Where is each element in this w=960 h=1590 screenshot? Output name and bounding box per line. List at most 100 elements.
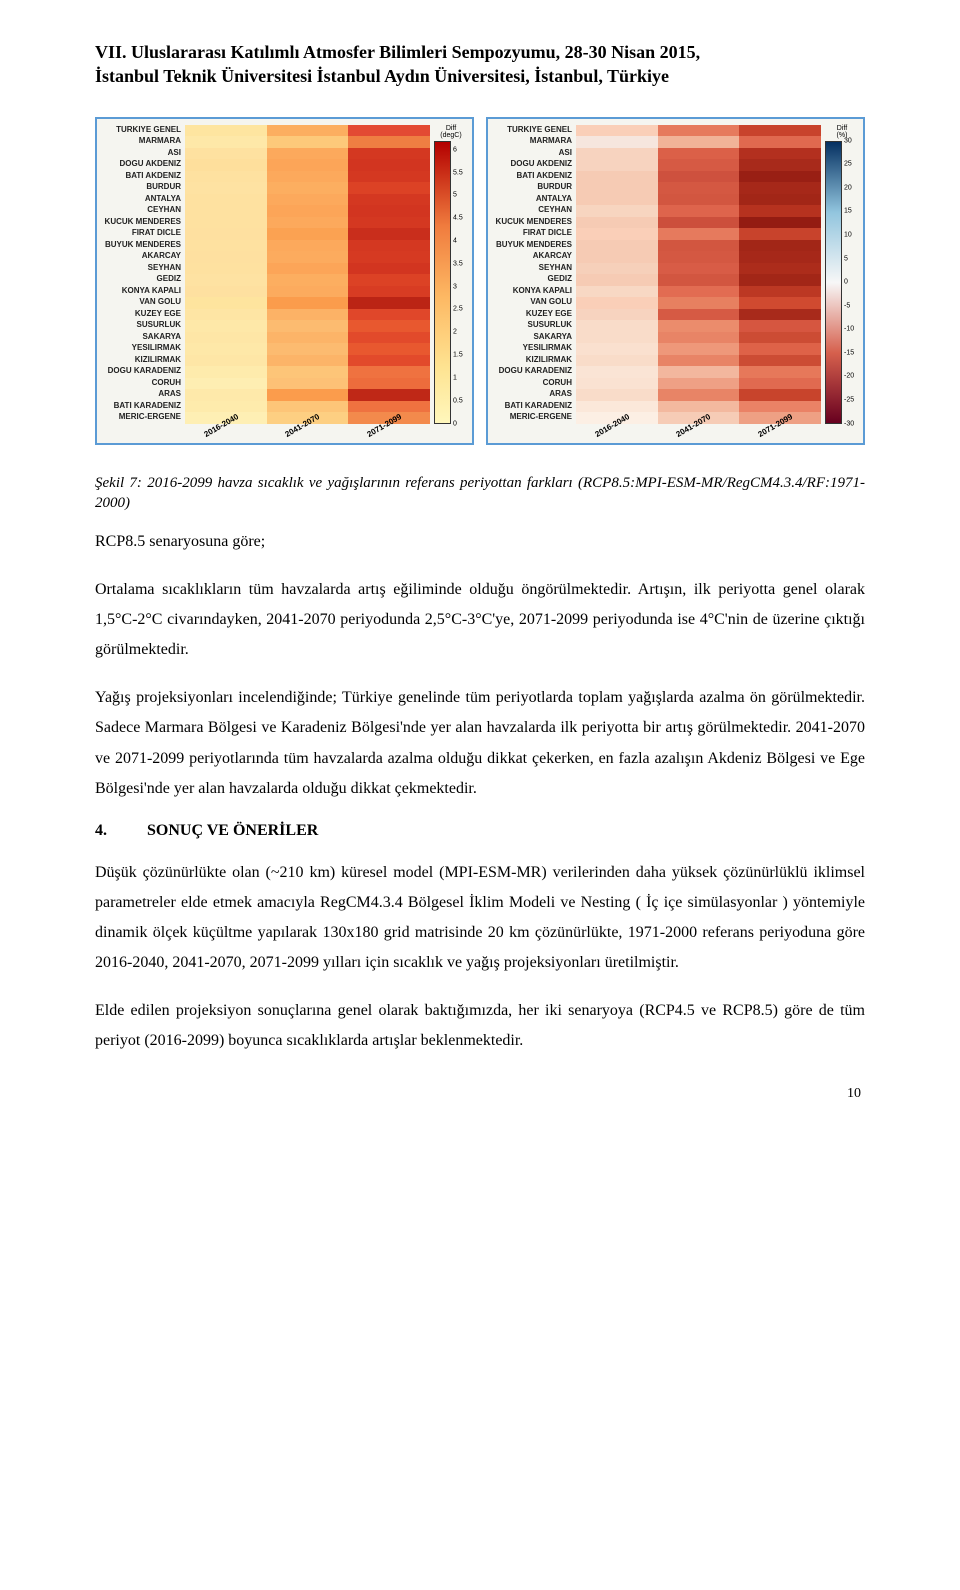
figure-caption: Şekil 7: 2016-2099 havza sıcaklık ve yağ… <box>95 473 865 514</box>
section-number: 4. <box>95 822 143 840</box>
heatmap-cell <box>348 263 430 275</box>
heatmap-cell <box>576 366 658 378</box>
heatmap-cell <box>185 148 267 160</box>
paragraph-intro: RCP8.5 senaryosuna göre; <box>95 527 865 557</box>
basin-label: CORUH <box>492 379 572 388</box>
heatmap-cell <box>267 297 349 309</box>
basin-label: TURKIYE GENEL <box>101 126 181 135</box>
heatmap-cell <box>185 217 267 229</box>
temp-heatmap-panel: TURKIYE GENELMARMARAASIDOGU AKDENIZBATI … <box>95 117 474 445</box>
heatmap-cell <box>185 240 267 252</box>
precip-legend-ticks: 302520151050-5-10-15-20-25-30 <box>844 141 859 424</box>
heatmap-cell <box>267 343 349 355</box>
heatmap-cell <box>185 332 267 344</box>
basin-label: CEYHAN <box>492 206 572 215</box>
heatmap-cell <box>739 217 821 229</box>
heatmap-cell <box>576 194 658 206</box>
heatmap-cell <box>739 263 821 275</box>
precip-legend: Diff(%) 302520151050-5-10-15-20-25-30 <box>825 125 859 424</box>
heatmap-cell <box>739 171 821 183</box>
heatmap-cell <box>185 274 267 286</box>
legend-tick: 4 <box>453 238 457 245</box>
legend-tick: 2 <box>453 329 457 336</box>
heatmap-cell <box>348 332 430 344</box>
temp-heatmap-body: TURKIYE GENELMARMARAASIDOGU AKDENIZBATI … <box>101 125 468 424</box>
temp-legend-ticks: 65.554.543.532.521.510.50 <box>453 141 468 424</box>
basin-label: CEYHAN <box>101 206 181 215</box>
legend-tick: -15 <box>844 349 854 356</box>
basin-label: MERIC-ERGENE <box>101 413 181 422</box>
basin-label: KUZEY EGE <box>492 310 572 319</box>
basin-label: MARMARA <box>492 137 572 146</box>
heatmap-cell <box>576 136 658 148</box>
legend-tick: -20 <box>844 373 854 380</box>
legend-tick: 6 <box>453 146 457 153</box>
basin-label: CORUH <box>101 379 181 388</box>
heatmap-cell <box>658 286 740 298</box>
heatmap-cell <box>739 228 821 240</box>
heatmap-cell <box>185 355 267 367</box>
heatmap-cell <box>348 401 430 413</box>
heatmap-cell <box>739 320 821 332</box>
heatmap-cell <box>576 286 658 298</box>
heatmap-cell <box>348 228 430 240</box>
basin-label: ARAS <box>101 390 181 399</box>
temp-x-labels: 2016-20402041-20702071-2099 <box>185 424 430 439</box>
heatmap-cell <box>739 159 821 171</box>
legend-tick: 10 <box>844 231 852 238</box>
heatmap-cell <box>658 217 740 229</box>
basin-label: ASI <box>101 149 181 158</box>
paragraph-results: Elde edilen projeksiyon sonuçlarına gene… <box>95 996 865 1056</box>
heatmap-cell <box>348 205 430 217</box>
basin-label: DOGU AKDENIZ <box>101 160 181 169</box>
legend-tick: 1 <box>453 374 457 381</box>
precip-heatmap-panel: TURKIYE GENELMARMARAASIDOGU AKDENIZBATI … <box>486 117 865 445</box>
heatmap-cell <box>658 182 740 194</box>
legend-tick: -30 <box>844 420 854 427</box>
basin-label: MERIC-ERGENE <box>492 413 572 422</box>
heatmap-cell <box>739 182 821 194</box>
heatmap-cell <box>267 389 349 401</box>
heatmap-cell <box>348 251 430 263</box>
heatmap-cell <box>658 332 740 344</box>
heatmap-cell <box>185 251 267 263</box>
heatmap-cell <box>576 125 658 137</box>
heatmap-row: TURKIYE GENEL MARMARA ASI DOGU AKDENIZ BATI … <box>95 117 865 445</box>
heatmap-cell <box>267 205 349 217</box>
header-line1: VII. Uluslararası Katılımlı Atmosfer Bil… <box>95 42 700 62</box>
basin-label: BURDUR <box>101 183 181 192</box>
heatmap-cell <box>267 378 349 390</box>
heatmap-cell <box>267 274 349 286</box>
basin-label: FIRAT DICLE <box>101 229 181 238</box>
heatmap-cell <box>576 263 658 275</box>
heatmap-cell <box>576 240 658 252</box>
heatmap-cell <box>739 286 821 298</box>
heatmap-cell <box>739 389 821 401</box>
heatmap-cell <box>185 378 267 390</box>
heatmap-cell <box>576 389 658 401</box>
heatmap-cell <box>267 332 349 344</box>
legend-tick: 0 <box>453 420 457 427</box>
heatmap-cell <box>658 389 740 401</box>
section-heading: 4. SONUÇ VE ÖNERİLER <box>95 822 865 840</box>
heatmap-cell <box>267 320 349 332</box>
heatmap-cell <box>348 343 430 355</box>
heatmap-cell <box>185 320 267 332</box>
heatmap-cell <box>185 389 267 401</box>
basin-label: DOGU AKDENIZ <box>492 160 572 169</box>
basin-label: VAN GOLU <box>101 298 181 307</box>
heatmap-cell <box>185 182 267 194</box>
section-title: SONUÇ VE ÖNERİLER <box>147 822 318 839</box>
heatmap-cell <box>185 309 267 321</box>
heatmap-cell <box>267 194 349 206</box>
heatmap-cell <box>739 297 821 309</box>
heatmap-cell <box>739 401 821 413</box>
heatmap-cell <box>576 171 658 183</box>
heatmap-cell <box>658 274 740 286</box>
heatmap-cell <box>658 171 740 183</box>
heatmap-cell <box>739 194 821 206</box>
legend-tick: 3.5 <box>453 260 463 267</box>
paragraph-precip: Yağış projeksiyonları incelendiğinde; Tü… <box>95 683 865 803</box>
precip-y-labels: TURKIYE GENELMARMARAASIDOGU AKDENIZBATI … <box>492 125 572 424</box>
basin-label: BATI AKDENIZ <box>492 172 572 181</box>
